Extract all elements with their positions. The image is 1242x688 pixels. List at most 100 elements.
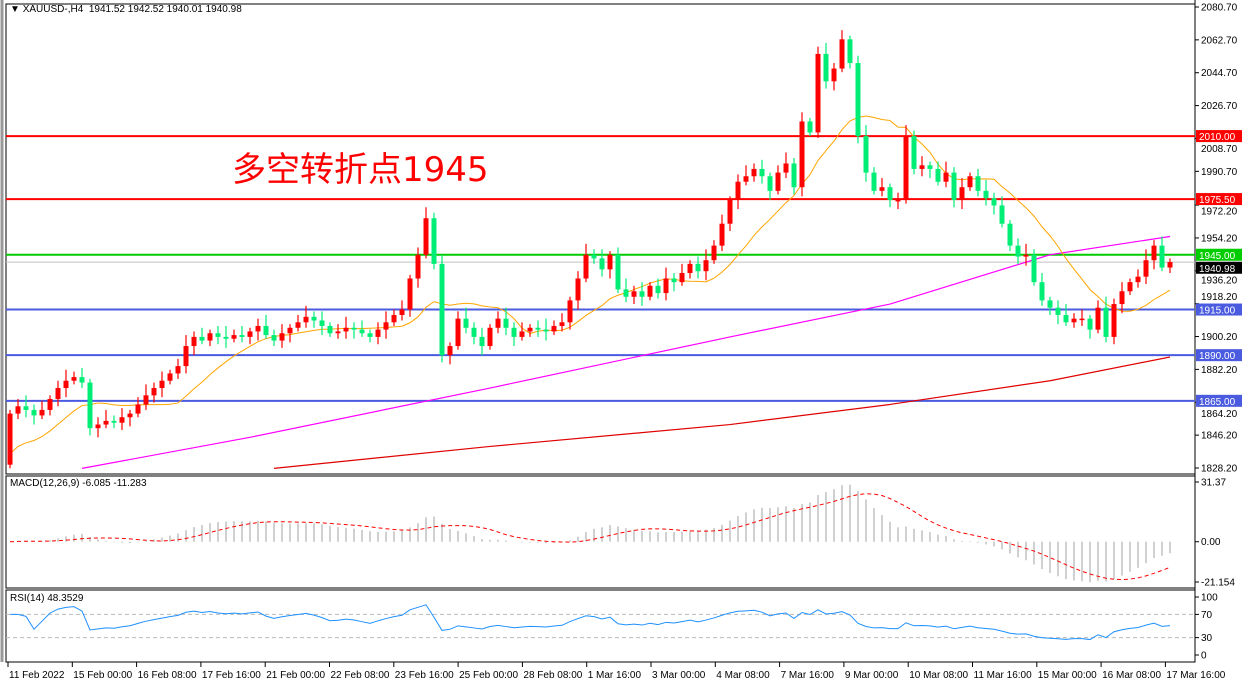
candle xyxy=(375,322,381,345)
candle-body xyxy=(111,420,117,423)
level-label: 1915.00 xyxy=(1199,306,1236,317)
rsi-tick-label: 0 xyxy=(1201,651,1207,662)
macd-signal-line xyxy=(9,493,1171,581)
candle-body xyxy=(703,260,709,272)
candle xyxy=(631,285,637,305)
candle xyxy=(543,318,549,341)
candle xyxy=(79,367,85,389)
y-tick-label: 1918.20 xyxy=(1201,292,1238,303)
candle xyxy=(247,327,253,345)
candle-body xyxy=(1127,282,1133,292)
candle xyxy=(839,30,845,73)
candle-body xyxy=(295,322,301,328)
candle-body xyxy=(119,417,125,423)
candle-body xyxy=(479,336,485,347)
candle-body xyxy=(799,121,805,188)
candle xyxy=(407,274,413,317)
candle-body xyxy=(207,333,213,341)
y-tick-label: 1864.20 xyxy=(1201,409,1238,420)
candle-body xyxy=(23,406,29,410)
y-tick-label: 1900.20 xyxy=(1201,332,1238,343)
candle-body xyxy=(911,136,917,169)
candle-body xyxy=(455,318,461,347)
candle xyxy=(63,369,69,398)
candle xyxy=(471,322,477,345)
candle xyxy=(1079,309,1085,326)
candle-body xyxy=(63,380,69,389)
candle xyxy=(1015,238,1021,264)
rsi-line xyxy=(10,604,1171,641)
x-tick-label: 4 Mar 08:00 xyxy=(716,670,770,681)
candle xyxy=(583,243,589,283)
x-tick-label: 28 Feb 08:00 xyxy=(523,670,582,681)
y-tick-label: 2062.70 xyxy=(1201,35,1238,46)
candle-body xyxy=(775,172,781,191)
candle-body xyxy=(599,258,605,270)
candle xyxy=(383,311,389,339)
candle xyxy=(951,167,957,208)
candle-body xyxy=(495,318,501,328)
candle xyxy=(615,247,621,294)
candle xyxy=(415,247,421,288)
candle-body xyxy=(263,325,269,336)
candle-body xyxy=(31,409,37,416)
x-tick-label: 15 Mar 00:00 xyxy=(1038,670,1097,681)
menu-arrow-icon[interactable]: ▼ xyxy=(10,4,20,15)
candle xyxy=(847,35,853,69)
candle-body xyxy=(135,404,141,414)
candle-body xyxy=(175,366,181,374)
candle-body xyxy=(967,176,973,188)
candle-body xyxy=(279,333,285,341)
candle xyxy=(215,325,221,345)
x-tick-label: 1 Mar 16:00 xyxy=(588,670,642,681)
candle-body xyxy=(983,190,989,199)
candle-body xyxy=(327,325,333,334)
candle-body xyxy=(79,377,85,383)
candle-body xyxy=(999,205,1005,224)
x-tick-label: 11 Mar 16:00 xyxy=(974,670,1033,681)
candle-body xyxy=(223,336,229,339)
candle-body xyxy=(839,39,845,69)
candle xyxy=(151,382,157,403)
rsi-tick-label: 100 xyxy=(1201,593,1218,604)
macd-tick-label: -21.154 xyxy=(1201,578,1235,589)
x-tick-label: 21 Feb 00:00 xyxy=(266,670,325,681)
candle-body xyxy=(423,218,429,255)
rsi-tick-label: 70 xyxy=(1201,610,1213,621)
candle xyxy=(887,183,893,208)
candle-body xyxy=(687,263,693,274)
candle xyxy=(447,342,453,365)
candle-body xyxy=(551,325,557,332)
y-tick-label: 1990.70 xyxy=(1201,167,1238,178)
candle xyxy=(527,324,533,337)
candle-body xyxy=(383,322,389,330)
candle xyxy=(959,178,965,210)
candle xyxy=(503,307,509,336)
y-tick-label: 2080.70 xyxy=(1201,3,1238,14)
candle xyxy=(783,152,789,179)
candle xyxy=(599,249,605,277)
candle-body xyxy=(343,327,349,332)
candle xyxy=(863,125,869,182)
candle xyxy=(759,159,765,184)
candle xyxy=(183,335,189,374)
candle-body xyxy=(647,285,653,297)
candle xyxy=(927,161,933,179)
candle xyxy=(311,311,317,328)
candle xyxy=(87,378,93,436)
candle xyxy=(1039,273,1045,306)
candle xyxy=(607,251,613,279)
candle-body xyxy=(871,172,877,191)
level-label-bg xyxy=(1196,193,1242,206)
candle-body xyxy=(1023,254,1029,257)
candle xyxy=(231,329,237,343)
x-tick-label: 16 Mar 08:00 xyxy=(1102,670,1161,681)
candle xyxy=(687,260,693,279)
candle-body xyxy=(375,329,381,337)
candle xyxy=(919,156,925,177)
candle xyxy=(223,325,229,348)
candle-body xyxy=(1103,307,1109,337)
candle xyxy=(15,398,21,420)
y-tick-label: 1882.20 xyxy=(1201,365,1238,376)
candle xyxy=(879,178,885,197)
